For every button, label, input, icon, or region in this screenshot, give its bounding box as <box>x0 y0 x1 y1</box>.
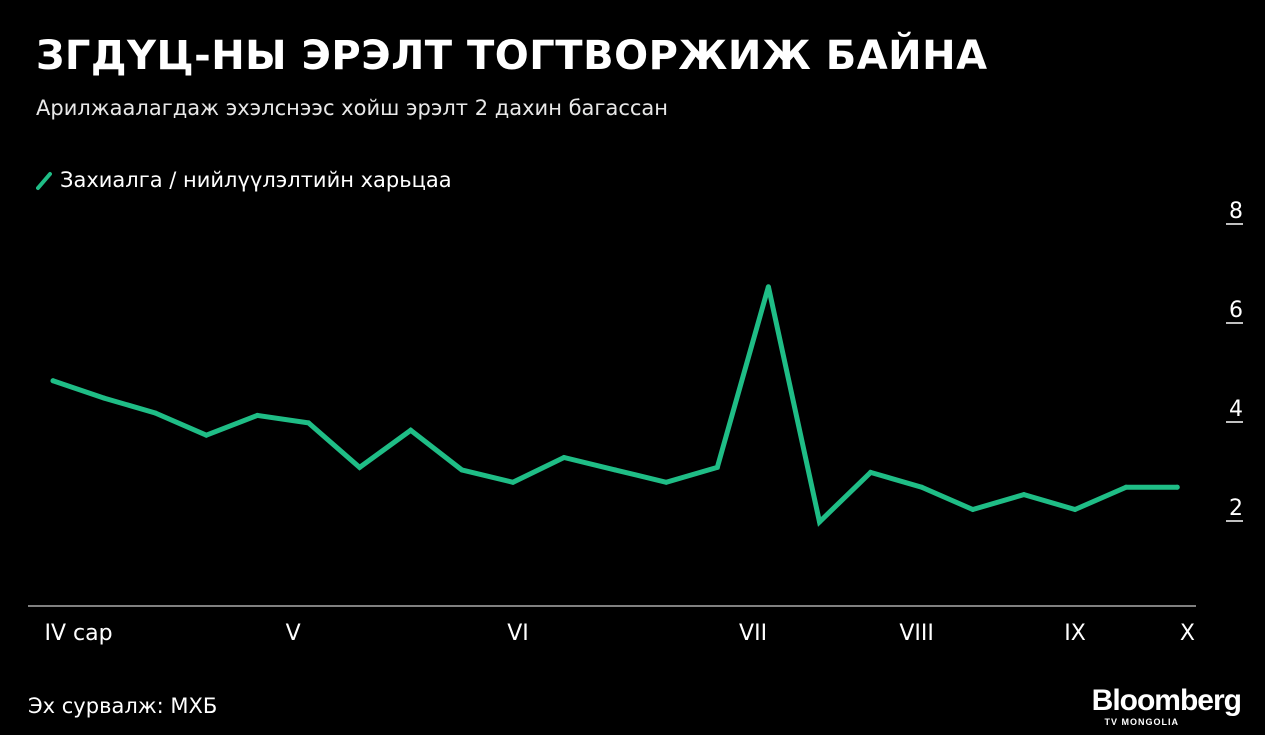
data-point <box>1072 506 1078 512</box>
data-point <box>1123 484 1129 490</box>
bloomberg-logo: Bloomberg TV MONGOLIA <box>1091 684 1242 728</box>
y-tick-label: 8 <box>1229 199 1243 224</box>
chart-subtitle: Арилжаалагдаж эхэлснээс хойш эрэлт 2 дах… <box>36 96 669 120</box>
logo-subtitle: TV MONGOLIA <box>1104 717 1179 727</box>
data-point <box>408 427 414 433</box>
x-tick-label: V <box>286 621 301 646</box>
data-point <box>254 412 260 418</box>
data-point <box>817 519 822 525</box>
data-point <box>714 464 720 470</box>
series-line <box>50 286 1180 527</box>
data-point <box>152 410 158 416</box>
x-tick-label: IX <box>1064 621 1086 646</box>
legend-label: Захиалга / нийлүүлэлтийн харьцаа <box>60 168 452 192</box>
y-tick-label: 2 <box>1229 496 1243 521</box>
y-tick-label: 4 <box>1229 397 1243 422</box>
data-point <box>459 467 465 473</box>
x-tick-label: VIII <box>899 621 934 646</box>
data-point <box>765 284 771 290</box>
y-tick-label: 6 <box>1229 298 1243 323</box>
data-point <box>306 420 311 426</box>
data-point <box>561 455 567 460</box>
chart-title: ЗГДҮЦ-НЫ ЭРЭЛТ ТОГТВОРЖИЖ БАЙНА <box>36 33 988 79</box>
data-point <box>101 395 107 401</box>
legend-swatch-icon <box>36 169 52 191</box>
data-point <box>1174 484 1180 490</box>
data-point <box>970 506 976 512</box>
x-tick-label: IV сар <box>45 621 113 646</box>
data-point <box>1021 492 1027 498</box>
data-point <box>612 467 618 473</box>
data-point <box>510 479 516 485</box>
x-tick-label: VII <box>739 621 767 646</box>
logo-name: Bloomberg <box>1091 684 1242 717</box>
data-point <box>663 479 669 485</box>
legend: Захиалга / нийлүүлэлтийн харьцаа <box>36 168 452 192</box>
x-tick-label: X <box>1180 621 1195 646</box>
source-note: Эх сурвалж: МХБ <box>28 694 218 718</box>
data-point <box>868 469 874 475</box>
data-point <box>357 464 363 470</box>
data-point <box>203 432 209 438</box>
data-point <box>919 484 925 490</box>
data-point <box>50 378 56 384</box>
x-tick-label: VI <box>507 621 529 646</box>
